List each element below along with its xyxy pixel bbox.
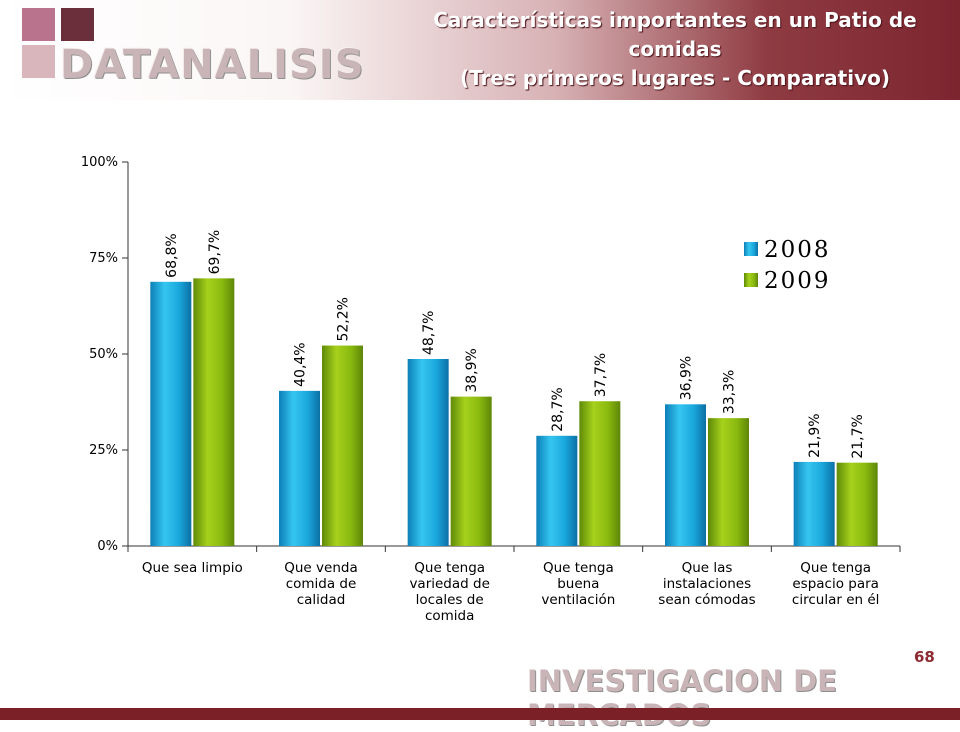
bar-2008 (793, 461, 835, 546)
category-label: comida (425, 608, 474, 624)
category-label: Que tenga (800, 560, 871, 576)
legend-swatch-2009 (744, 273, 758, 287)
data-label: 48,7% (421, 311, 437, 355)
category-label: variedad de (409, 576, 489, 592)
category-label: Que tenga (414, 560, 485, 576)
data-label: 52,2% (336, 297, 352, 341)
category-label: instalaciones (663, 576, 751, 592)
category-label: Que las (682, 560, 733, 576)
bar-2008 (665, 404, 706, 546)
data-label: 36,9% (679, 356, 695, 400)
bar-2009 (450, 396, 492, 546)
y-tick-label: 75% (89, 251, 118, 266)
legend-label: 2009 (764, 268, 831, 294)
footer-bar (0, 708, 960, 720)
data-label: 38,9% (464, 348, 480, 392)
logo-square-3 (22, 45, 55, 78)
bar-2008 (150, 281, 192, 546)
bar-2009 (579, 401, 621, 546)
header-band: DATANALISIS Características importantes … (0, 0, 960, 100)
data-label: 40,4% (293, 342, 309, 386)
category-label: comida de (286, 576, 357, 592)
logo-square-2 (61, 8, 94, 41)
data-label: 37,7% (593, 353, 609, 397)
page-number: 68 (914, 648, 935, 666)
bar-2009 (322, 345, 363, 546)
data-label: 68,8% (164, 233, 180, 277)
y-tick-label: 0% (97, 539, 118, 554)
bar-2008 (279, 390, 320, 546)
legend-label: 2008 (764, 237, 831, 263)
category-label: Que sea limpio (142, 560, 243, 576)
logo-text: DATANALISIS (60, 42, 365, 88)
logo-square-1 (22, 8, 55, 41)
data-label: 21,7% (850, 414, 866, 458)
category-label: calidad (297, 592, 346, 608)
category-label: buena (557, 576, 599, 592)
category-label: Que tenga (543, 560, 614, 576)
bar-2009 (193, 278, 235, 546)
category-label: ventilación (541, 592, 615, 608)
page-title: Características importantes en un Patio … (400, 6, 950, 93)
title-line-1: Características importantes en un Patio … (433, 8, 917, 32)
y-tick-label: 100% (81, 155, 118, 170)
bar-2009 (836, 462, 878, 546)
category-label: circular en él (792, 592, 879, 608)
data-label: 69,7% (207, 230, 223, 274)
bar-2008 (407, 358, 449, 546)
data-label: 33,3% (722, 370, 738, 414)
category-label: sean cómodas (658, 592, 755, 608)
footer-brand-text: INVESTIGACION DE MERCADOS (527, 664, 837, 732)
y-tick-label: 50% (89, 347, 118, 362)
title-line-3: (Tres primeros lugares - Comparativo) (459, 66, 891, 90)
y-tick-label: 25% (89, 443, 118, 458)
bar-2009 (708, 418, 749, 546)
category-label: Que venda (284, 560, 357, 576)
category-label: locales de (416, 592, 484, 608)
data-label: 21,9% (807, 413, 823, 457)
category-label: espacio para (792, 576, 879, 592)
legend-swatch-2008 (744, 242, 758, 256)
bar-2008 (536, 435, 578, 546)
title-line-2: comidas (628, 37, 722, 61)
data-label: 28,7% (550, 387, 566, 431)
